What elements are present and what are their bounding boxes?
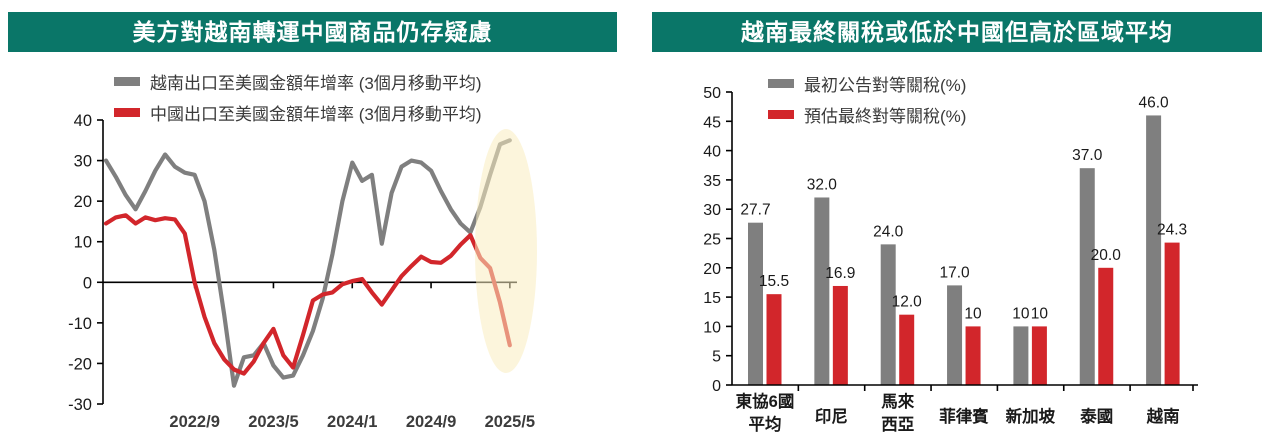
bar-value-label: 12.0 [892,294,923,311]
x-tick-label: 2025/5 [485,413,535,431]
legend-swatch-gray-icon [768,79,794,88]
y-tick-label: 40 [703,144,721,161]
x-tick-label: 2023/5 [248,413,298,431]
y-tick-label: 0 [712,378,721,395]
category-label: 越南 [1146,406,1180,426]
legend-label-vietnam-exports: 越南出口至美國金額年增率 (3個月移動平均) [150,74,482,93]
y-tick-label: -20 [68,355,92,373]
legend-swatch-gray-icon [114,77,140,86]
x-tick-label: 2024/9 [406,413,456,431]
bar-value-label: 17.0 [939,264,970,281]
legend-item-initial-tariff: 最初公告對等關稅(%) [768,68,966,99]
y-tick-label: 30 [74,153,92,171]
left-chart-legend: 越南出口至美國金額年增率 (3個月移動平均) 中國出口至美國金額年增率 (3個月… [114,66,482,128]
final-tariff-bar-4 [1031,326,1047,385]
left-chart-header: 美方對越南轉運中國商品仍存疑慮 [8,12,617,52]
legend-label-china-exports: 中國出口至美國金額年增率 (3個月移動平均) [150,105,482,124]
legend-swatch-red-icon [114,108,140,117]
category-label: 印尼 [815,407,848,426]
bar-value-label: 15.5 [759,273,789,290]
right-chart-header: 越南最終關稅或低於中國但高於區域平均 [652,12,1262,52]
final-tariff-bar-2 [899,314,915,385]
initial-tariff-bar-4 [1013,326,1029,385]
y-tick-label: 25 [703,232,721,249]
final-tariff-bar-1 [832,285,848,385]
bar-value-label: 32.0 [807,176,838,193]
category-label: 新加坡 [1006,406,1056,426]
bar-value-label: 10 [964,305,982,322]
legend-item-final-tariff: 預估最終對等關稅(%) [768,99,966,130]
y-tick-label: 20 [703,261,721,278]
category-label: 馬來西亞 [881,392,915,434]
left-chart-title: 美方對越南轉運中國商品仍存疑慮 [132,19,493,45]
category-label: 東協6國平均 [736,391,795,434]
initial-tariff-bar-5 [1079,168,1095,385]
bar-value-label: 46.0 [1139,94,1170,111]
legend-item-china-exports: 中國出口至美國金額年增率 (3個月移動平均) [114,97,482,128]
line-chart-exports-growth: 40 30 20 10 0 -10 -20 -30 2022/9 2023/5 2024/1 2024… [68,112,537,431]
category-label: 泰國 [1080,406,1113,426]
y-tick-label: 10 [703,319,721,336]
y-tick-label: -30 [68,396,92,414]
right-chart-legend: 最初公告對等關稅(%) 預估最終對等關稅(%) [768,68,966,130]
y-tick-label: 30 [703,202,721,219]
y-tick-label: 0 [83,274,92,292]
legend-swatch-red-icon [768,110,794,119]
legend-item-vietnam-exports: 越南出口至美國金額年增率 (3個月移動平均) [114,66,482,97]
category-label: 菲律賓 [939,406,989,426]
y-tick-label: -10 [68,315,92,333]
x-tick-label: 2024/1 [327,413,377,431]
y-tick-label: 20 [74,193,92,211]
bar-value-label: 27.7 [740,202,770,219]
bar-value-label: 10 [1031,305,1049,322]
y-tick-label: 40 [74,112,92,130]
final-tariff-bar-3 [965,326,981,385]
highlight-ellipse [475,129,537,373]
bar-value-label: 24.3 [1157,222,1187,239]
y-tick-label: 5 [712,349,721,366]
final-tariff-bar-0 [766,294,782,385]
bar-value-label: 10 [1012,305,1030,322]
bar-value-label: 20.0 [1091,247,1122,264]
vietnam-exports-line [103,138,512,388]
final-tariff-bar-5 [1098,267,1114,385]
final-tariff-bar-6 [1164,242,1180,385]
bar-value-label: 16.9 [825,265,855,282]
x-tick-label: 2022/9 [169,413,219,431]
y-tick-label: 15 [703,290,721,307]
initial-tariff-bar-2 [880,244,896,385]
initial-tariff-bar-3 [947,285,963,385]
y-tick-label: 45 [703,114,721,131]
bar-value-label: 37.0 [1072,147,1103,164]
y-tick-label: 10 [74,234,92,252]
initial-tariff-bar-6 [1146,115,1162,385]
china-exports-line [103,213,512,376]
y-tick-label: 35 [703,173,721,190]
legend-label-initial-tariff: 最初公告對等關稅(%) [804,76,967,95]
y-tick-label: 50 [703,85,721,102]
legend-label-final-tariff: 預估最終對等關稅(%) [804,107,967,126]
initial-tariff-bar-0 [748,222,763,385]
bar-chart-tariffs: 0 5 10 15 20 25 30 35 40 45 50 27.7 15.5 東協6國平均 32.0 16… [703,85,1198,434]
bar-value-label: 24.0 [873,223,904,240]
initial-tariff-bar-1 [814,197,830,385]
right-chart-title: 越南最終關稅或低於中國但高於區域平均 [741,19,1173,45]
